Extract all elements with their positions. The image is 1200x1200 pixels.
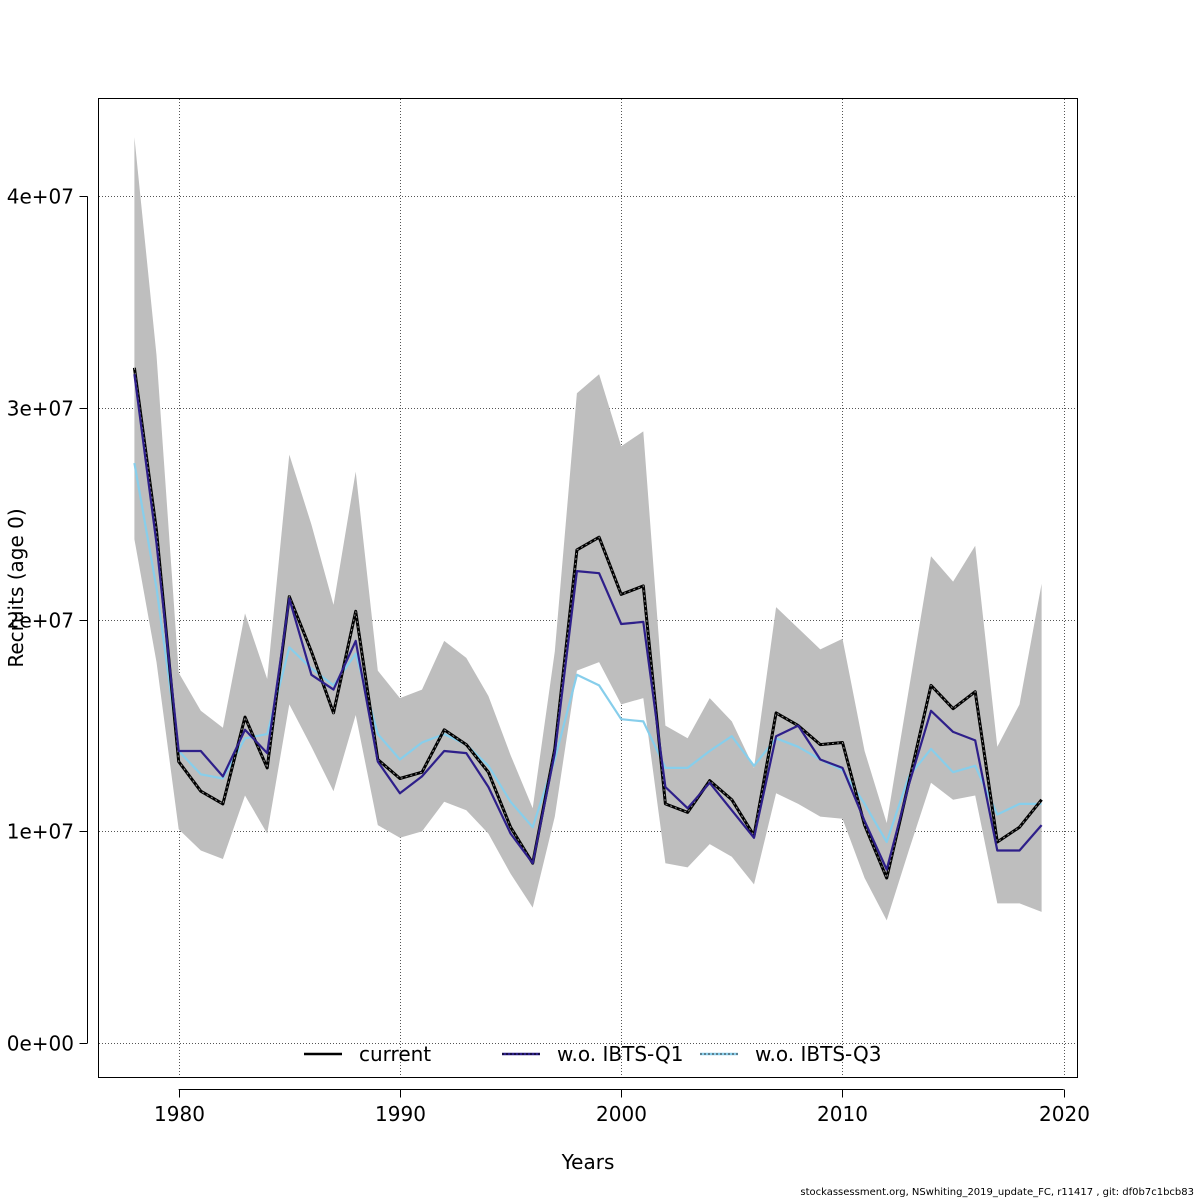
y-tick-label: 0e+00 bbox=[7, 1032, 74, 1056]
legend-label: w.o. IBTS-Q3 bbox=[755, 1042, 881, 1066]
x-tick-label: 2020 bbox=[1039, 1102, 1090, 1126]
series-line-wo-ibts-q1 bbox=[133, 374, 1043, 871]
footer-note: stockassessment.org, NSwhiting_2019_upda… bbox=[800, 1187, 1194, 1198]
x-tick-label: 2010 bbox=[817, 1102, 868, 1126]
series-lines bbox=[132, 367, 1043, 880]
y-tick-label: 3e+07 bbox=[7, 397, 74, 421]
legend-item: w.o. IBTS-Q3 bbox=[700, 1042, 881, 1066]
legend-label: w.o. IBTS-Q1 bbox=[557, 1042, 683, 1066]
legend-item: current bbox=[304, 1042, 431, 1066]
x-axis-label: Years bbox=[561, 1150, 615, 1174]
series-line-wo-ibts-q3 bbox=[133, 462, 1042, 844]
axes: 1980 1990 2000 2010 2020 0e+00 1e+07 2e+07 3e+07… bbox=[7, 185, 1090, 1127]
x-tick-label: 1980 bbox=[154, 1102, 205, 1126]
confidence-band bbox=[134, 137, 1042, 921]
x-tick-label: 2000 bbox=[596, 1102, 647, 1126]
legend-label: current bbox=[359, 1042, 431, 1066]
plot-frame bbox=[98, 98, 1078, 1078]
x-tick-label: 1990 bbox=[375, 1102, 426, 1126]
legend: current w.o. IBTS-Q1 w.o. IBTS-Q3 bbox=[304, 1042, 881, 1066]
confidence-band-group bbox=[134, 137, 1042, 921]
y-axis-label: Recruits (age 0) bbox=[4, 508, 28, 667]
y-tick-label: 1e+07 bbox=[7, 820, 74, 844]
y-tick-label: 4e+07 bbox=[7, 185, 74, 209]
legend-item: w.o. IBTS-Q1 bbox=[502, 1042, 683, 1066]
y-tick-label: 2e+07 bbox=[7, 609, 74, 633]
